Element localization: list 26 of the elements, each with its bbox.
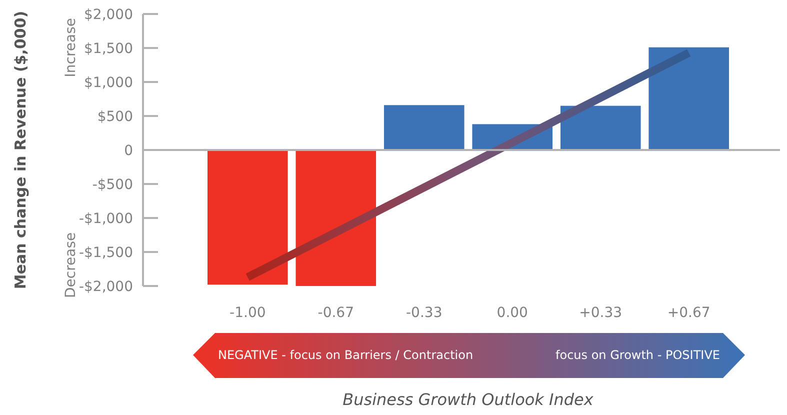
bar [384, 105, 464, 150]
x-tick-label: 0.00 [496, 305, 528, 321]
text: Decrease [62, 232, 79, 298]
y-tick-label: -$500 [92, 176, 133, 193]
bar [296, 150, 376, 286]
y-tick-label: -$1,000 [78, 210, 133, 227]
y-tick-label: 0 [124, 142, 133, 159]
x-tick-label: -1.00 [230, 305, 266, 321]
y-tick-label: -$2,000 [78, 278, 133, 295]
x-tick-label: +0.67 [667, 305, 710, 321]
x-tick-label: +0.33 [579, 305, 622, 321]
text: Increase [62, 18, 79, 78]
text: NEGATIVE - focus on Barriers / Contraction [218, 348, 474, 362]
y-tick-label: $1,000 [84, 74, 133, 91]
y-tick-label: $2,000 [84, 6, 133, 23]
y-axis-title: Mean change in Revenue ($,000) [11, 10, 30, 290]
x-axis-title: Business Growth Outlook Index [342, 390, 594, 409]
bar [560, 106, 641, 150]
bar [208, 150, 288, 285]
x-tick-label: -0.67 [318, 305, 354, 321]
bar [648, 47, 729, 150]
text: focus on Growth - POSITIVE [556, 348, 720, 362]
x-tick-label: -0.33 [406, 305, 442, 321]
y-tick-label: $1,500 [84, 40, 133, 57]
y-tick-label: $500 [97, 108, 133, 125]
y-tick-label: -$1,500 [78, 244, 133, 261]
